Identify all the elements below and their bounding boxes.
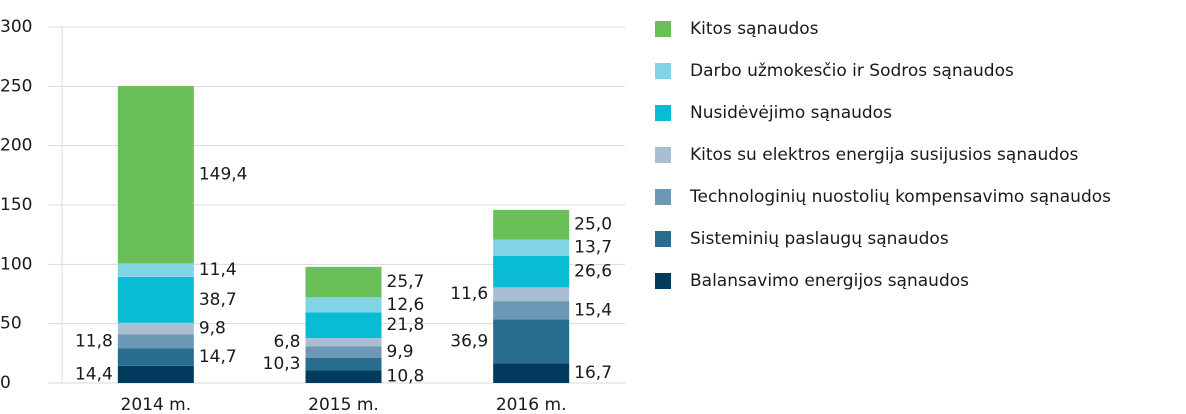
bar-segment — [305, 338, 382, 347]
data-label: 14,4 — [75, 364, 113, 384]
legend-label: Sisteminių paslaugų sąnaudos — [690, 229, 949, 249]
data-label: 149,4 — [199, 165, 248, 185]
data-label: 6,8 — [273, 332, 300, 352]
bar-segment — [117, 322, 194, 335]
bar-segment — [305, 297, 382, 313]
y-tick-label: 0 — [0, 373, 11, 393]
data-label: 11,4 — [199, 260, 237, 280]
legend-label: Darbo užmokesčio ir Sodros sąnaudos — [690, 61, 1014, 81]
bar-segment — [117, 365, 194, 383]
legend-swatch — [655, 273, 671, 289]
legend-label: Technologinių nuostolių kompensavimo sąn… — [689, 187, 1111, 207]
y-tick-label: 150 — [0, 195, 32, 215]
data-label: 10,8 — [387, 367, 425, 387]
bar-segment — [493, 287, 570, 302]
data-label: 14,7 — [199, 347, 237, 367]
data-label: 11,6 — [450, 284, 488, 304]
y-tick-label: 50 — [0, 314, 22, 334]
bar-segment — [117, 348, 194, 366]
data-label: 38,7 — [199, 290, 237, 310]
bar-segment — [493, 363, 570, 383]
x-tick-label: 2015 m. — [308, 395, 379, 414]
legend-swatch — [655, 105, 671, 121]
x-tick-label: 2016 m. — [496, 395, 567, 414]
bar-segment — [117, 86, 194, 264]
data-label: 25,7 — [387, 272, 425, 292]
data-label: 25,0 — [574, 215, 612, 235]
data-label: 36,9 — [450, 331, 488, 351]
data-label: 11,8 — [75, 331, 113, 351]
legend-swatch — [655, 231, 671, 247]
y-tick-label: 200 — [0, 136, 32, 156]
x-tick-label: 2014 m. — [121, 395, 192, 414]
bar-segment — [493, 209, 570, 240]
legend-swatch — [655, 21, 671, 37]
legend-label: Kitos sąnaudos — [690, 19, 819, 39]
y-tick-label: 100 — [0, 254, 32, 274]
bar-segment — [493, 239, 570, 256]
data-label: 9,9 — [387, 342, 414, 362]
bar-segment — [493, 301, 570, 320]
data-label: 13,7 — [574, 238, 612, 258]
bar-segment — [117, 276, 194, 323]
data-label: 15,4 — [574, 300, 612, 320]
legend-label: Nusidėvėjimo sąnaudos — [690, 103, 892, 123]
bar-segment — [305, 370, 382, 383]
data-label: 16,7 — [574, 363, 612, 383]
legend-label: Kitos su elektros energija susijusios są… — [690, 145, 1078, 165]
bar-segment — [493, 319, 570, 364]
bar-segment — [305, 266, 382, 298]
y-tick-label: 250 — [0, 76, 32, 96]
bar-segment — [305, 357, 382, 371]
data-label: 21,8 — [387, 315, 425, 335]
bar-segment — [117, 263, 194, 277]
legend-swatch — [655, 189, 671, 205]
legend-swatch — [655, 147, 671, 163]
bar-segment — [493, 255, 570, 288]
legend-label: Balansavimo energijos sąnaudos — [690, 271, 969, 291]
bar-segment — [305, 346, 382, 358]
legend-swatch — [655, 63, 671, 79]
data-label: 10,3 — [263, 354, 301, 374]
data-label: 12,6 — [387, 295, 425, 315]
bar-segment — [117, 334, 194, 349]
data-label: 9,8 — [199, 319, 226, 339]
data-label: 26,6 — [574, 262, 612, 282]
bar-segment — [305, 312, 382, 339]
y-tick-label: 300 — [0, 17, 32, 37]
